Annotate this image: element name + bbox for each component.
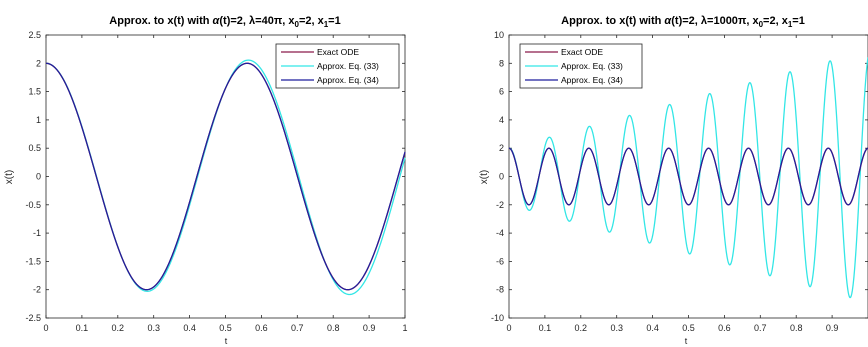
chart-1-y-axis-label: x(t)	[4, 170, 15, 184]
chart-1-legend: Exact ODE Approx. Eq. (33) Approx. Eq. (…	[275, 43, 400, 89]
chart-2-x-tick-label: 0.9	[826, 323, 839, 333]
chart-1-legend-label-eq33: Approx. Eq. (33)	[317, 61, 379, 71]
chart-1-title: Approx. to x(t) with α(t)=2, λ=40π, x0=2…	[109, 15, 340, 29]
chart-1-legend-label-exact: Exact ODE	[317, 47, 359, 57]
chart-2-y-tick-label: -2	[496, 200, 504, 210]
chart-1-series	[45, 59, 406, 296]
chart-1-x-tick-label: 0	[43, 323, 48, 333]
chart-1-axes: 0 0.1 0.2 0.3 0.4 0.5 0.6 0.7 0.8 0.9 1 -2.5 -2 -1.5 -…	[25, 30, 407, 333]
chart-1-x-tick-label: 0.5	[219, 323, 232, 333]
chart-2-y-tick-label: 2	[499, 143, 504, 153]
chart-1-y-tick-label: 1.5	[28, 87, 41, 97]
chart-1-y-tick-label: 1	[36, 115, 41, 125]
chart-panel-1: Approx. to x(t) with α(t)=2, λ=40π, x0=2…	[4, 15, 408, 346]
chart-2-x-tick-label: 0.7	[754, 323, 767, 333]
chart-2-y-axis-label: x(t)	[479, 170, 490, 184]
chart-2-legend: Exact ODE Approx. Eq. (33) Approx. Eq. (…	[519, 43, 643, 89]
chart-2-legend-label-eq33: Approx. Eq. (33)	[561, 61, 623, 71]
chart-1-x-tick-label: 0.8	[327, 323, 340, 333]
chart-2-y-tick-label: 8	[499, 58, 504, 68]
chart-1-y-tick-label: 2.5	[28, 30, 41, 40]
chart-1-x-tick-label: 0.4	[183, 323, 196, 333]
chart-2-legend-label-exact: Exact ODE	[561, 47, 603, 57]
chart-1-x-tick-label: 0.6	[255, 323, 268, 333]
chart-2-y-tick-label: -10	[491, 313, 504, 323]
chart-1-y-tick-label: -1	[33, 228, 41, 238]
chart-2-y-tick-label: 4	[499, 115, 504, 125]
chart-2-x-tick-label: 0	[506, 323, 511, 333]
chart-1-y-tick-label: 0.5	[28, 143, 41, 153]
chart-2-y-tick-label: 6	[499, 87, 504, 97]
chart-2-x-tick-label: 0.5	[682, 323, 695, 333]
chart-1-y-tick-label: -1.5	[25, 256, 41, 266]
chart-2-axes: 0 0.1 0.2 0.3 0.4 0.5 0.6 0.7 0.8 0.9 -10 -8 -6 -4 -2 0…	[491, 30, 868, 333]
chart-2-x-tick-label: 0.1	[539, 323, 552, 333]
chart-panel-2: Approx. to x(t) with α(t)=2, λ=1000π, x0…	[479, 15, 868, 346]
chart-2-x-tick-label: 0.3	[610, 323, 623, 333]
chart-1-x-tick-label: 0.9	[363, 323, 376, 333]
chart-1-x-tick-label: 0.1	[76, 323, 89, 333]
chart-2-approx-eq34-line	[508, 147, 868, 206]
chart-1-approx-eq34-line	[45, 62, 406, 291]
chart-2-x-tick-label: 0.6	[718, 323, 731, 333]
chart-1-y-tick-label: -0.5	[25, 200, 41, 210]
chart-1-y-tick-label: -2	[33, 285, 41, 295]
chart-1-legend-label-eq34: Approx. Eq. (34)	[317, 75, 379, 85]
chart-1-x-tick-label: 0.3	[147, 323, 160, 333]
chart-2-y-tick-label: 10	[494, 30, 504, 40]
chart-1-y-tick-label: -2.5	[25, 313, 41, 323]
chart-2-x-tick-label: 0.2	[575, 323, 588, 333]
chart-1-x-tick-label: 0.7	[291, 323, 304, 333]
chart-1-x-tick-label: 1	[402, 323, 407, 333]
chart-1-y-tick-label: 0	[36, 172, 41, 182]
chart-1-x-tick-label: 0.2	[112, 323, 125, 333]
chart-2-approx-eq33-line	[508, 57, 868, 299]
chart-2-series	[508, 57, 868, 299]
chart-2-x-tick-label: 0.4	[646, 323, 659, 333]
chart-2-y-tick-label: -4	[496, 228, 504, 238]
chart-2-x-axis-label: t	[685, 336, 688, 346]
chart-2-y-tick-label: 0	[499, 172, 504, 182]
chart-1-x-axis-label: t	[225, 336, 228, 346]
chart-2-legend-label-eq34: Approx. Eq. (34)	[561, 75, 623, 85]
chart-2-x-tick-label: 0.8	[790, 323, 803, 333]
chart-2-y-tick-label: -6	[496, 256, 504, 266]
chart-1-y-tick-label: 2	[36, 58, 41, 68]
chart-2-y-tick-label: -8	[496, 285, 504, 295]
chart-2-title: Approx. to x(t) with α(t)=2, λ=1000π, x0…	[561, 15, 805, 29]
